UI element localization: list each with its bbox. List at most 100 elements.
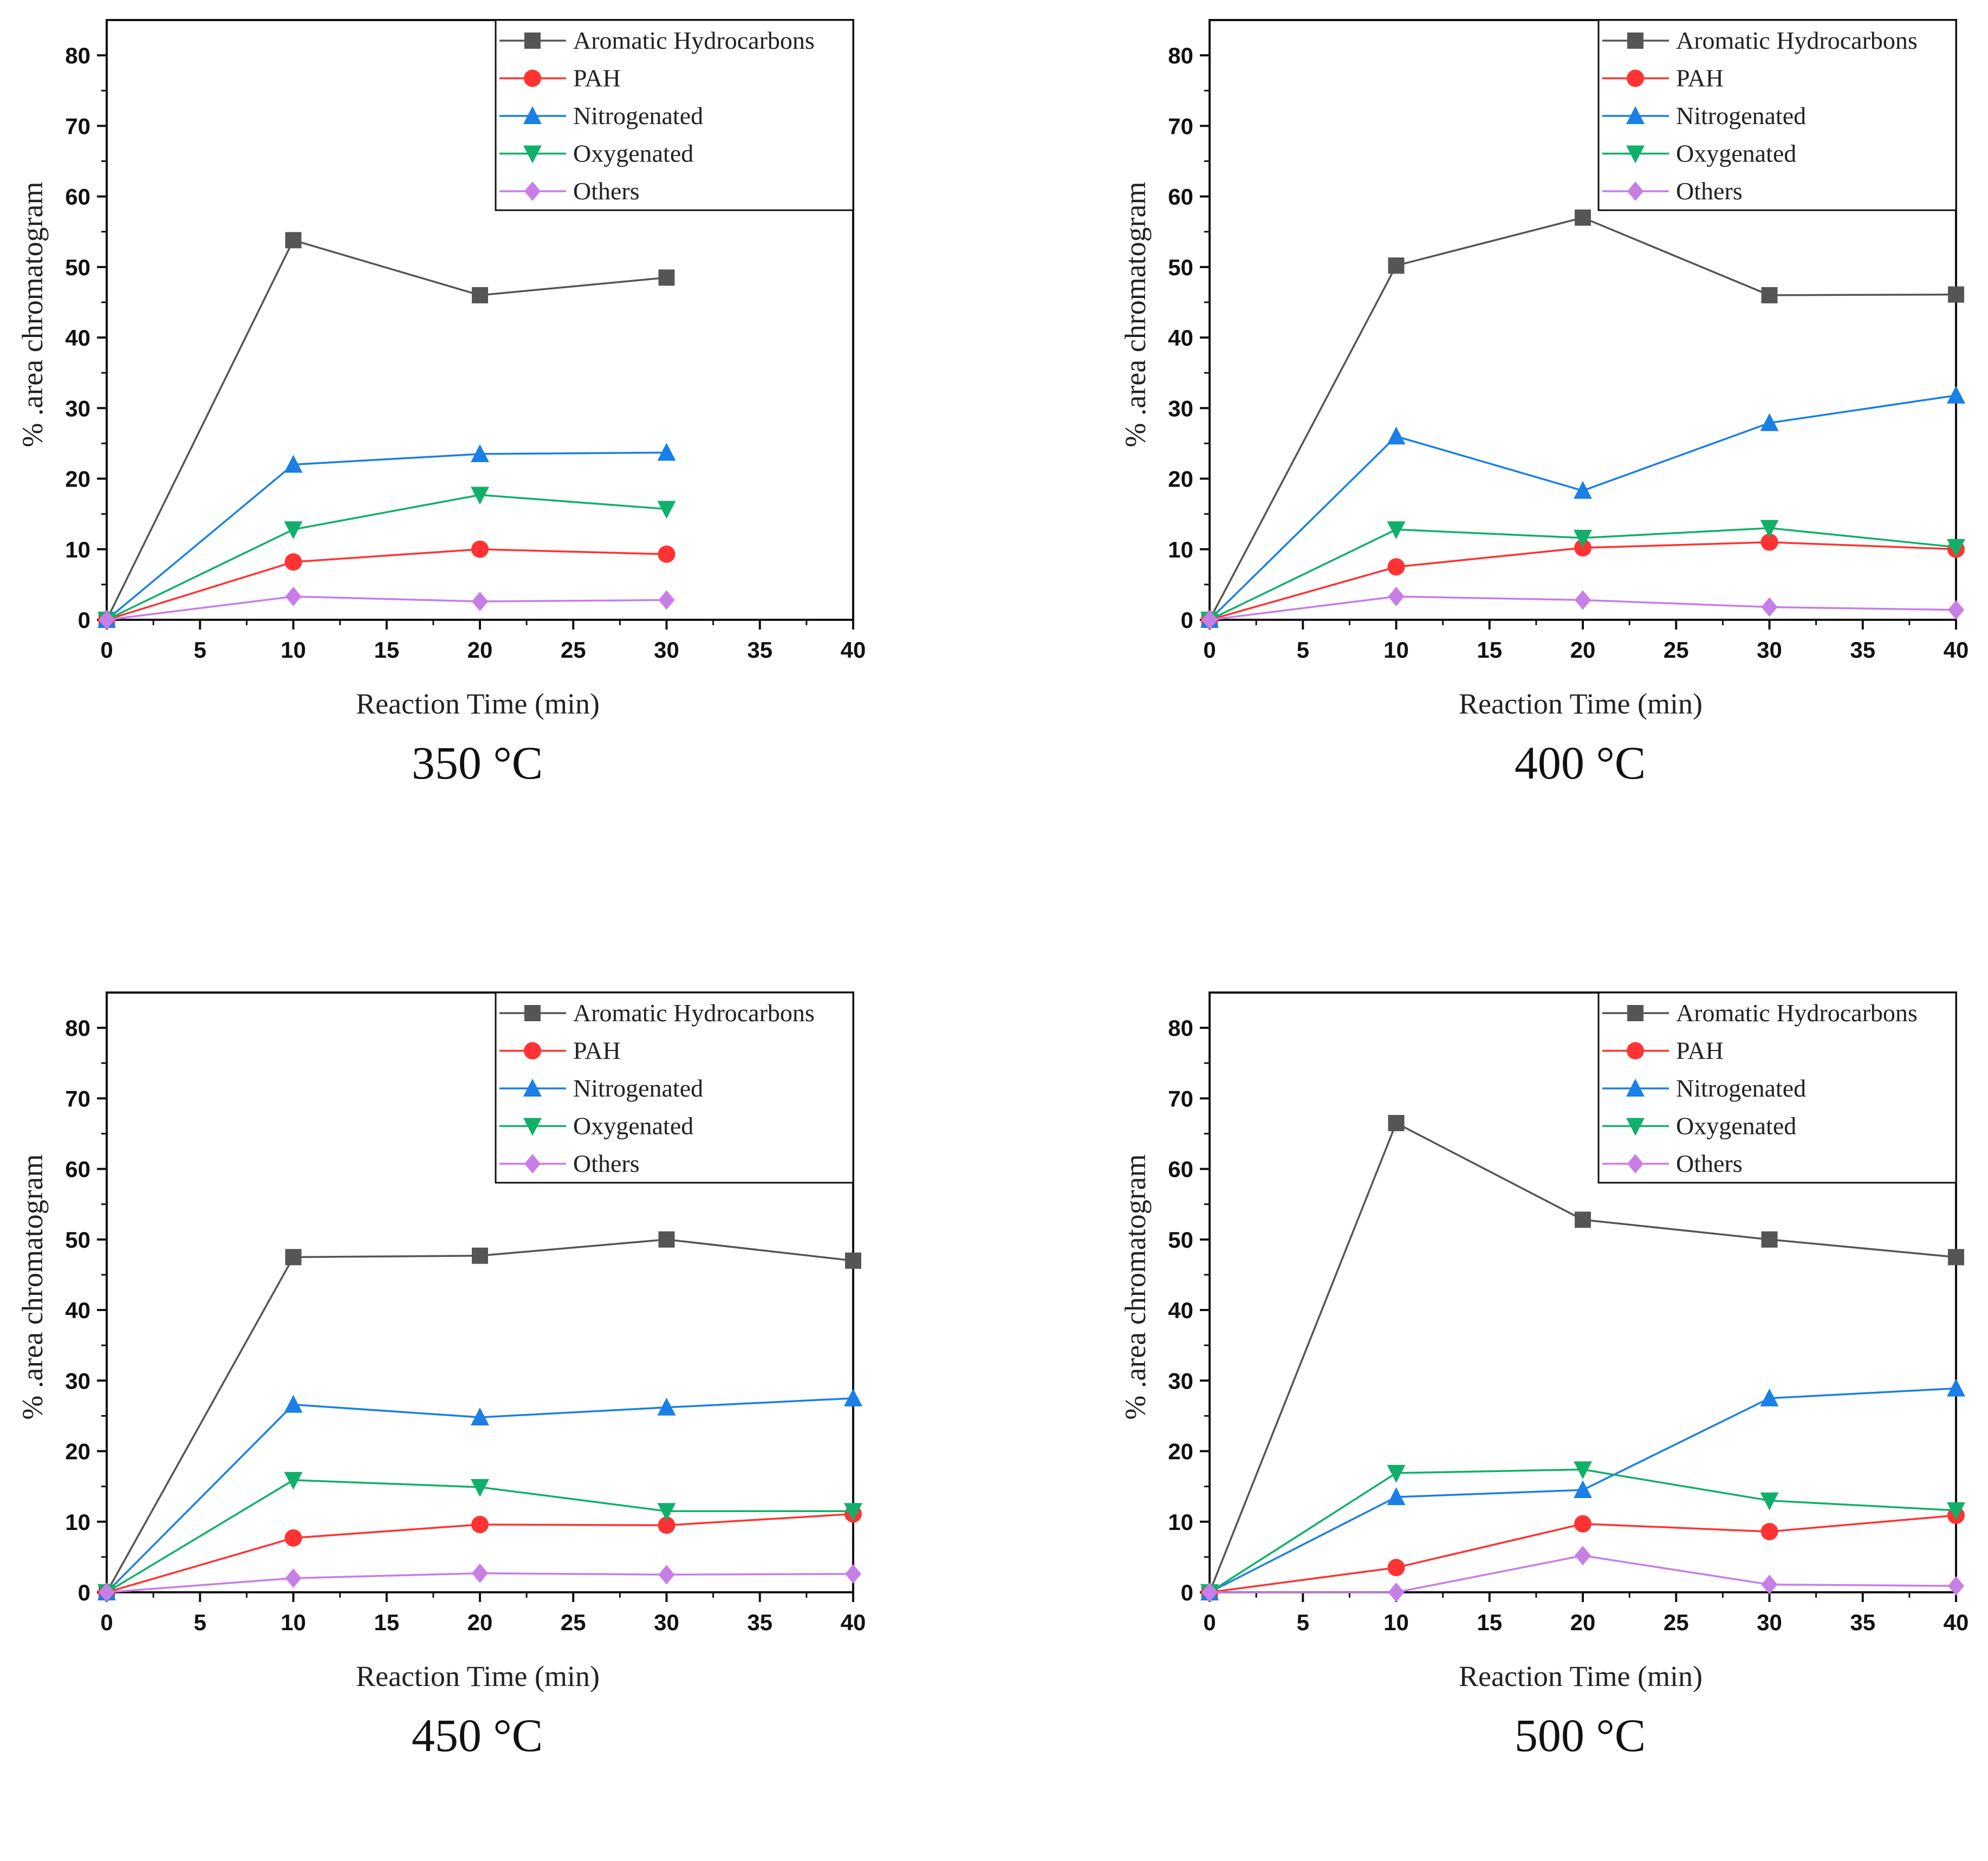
x-tick-label: 10: [281, 637, 306, 663]
x-tick-label: 15: [374, 637, 399, 663]
legend-marker: [524, 33, 541, 49]
legend-item: Nitrogenated: [1602, 1074, 1806, 1102]
series-line: [106, 494, 667, 621]
data-point: [1760, 1522, 1778, 1540]
y-tick-label: 30: [65, 395, 90, 421]
data-point: [1760, 533, 1778, 551]
legend-item: PAH: [499, 1037, 621, 1065]
data-point: [471, 540, 489, 558]
legend-marker: [524, 69, 541, 87]
series-aromatic-hydrocarbons: [99, 232, 675, 628]
legend-marker: [524, 1154, 541, 1173]
x-tick-label: 35: [1850, 637, 1875, 663]
data-point: [285, 1568, 302, 1588]
data-point: [1575, 1546, 1591, 1566]
legend-item: Oxygenated: [499, 1112, 693, 1140]
data-point: [1947, 539, 1965, 557]
legend-marker: [1627, 69, 1644, 87]
x-tick-label: 35: [1850, 1610, 1875, 1635]
x-tick-label: 40: [841, 637, 866, 663]
x-tick-label: 25: [1664, 637, 1689, 663]
y-tick-label: 20: [1168, 1439, 1193, 1464]
x-tick-label: 10: [1383, 637, 1409, 663]
legend-label: Nitrogenated: [573, 102, 703, 129]
legend-label: Aromatic Hydrocarbons: [573, 27, 815, 54]
y-tick-label: 10: [1168, 537, 1193, 562]
y-tick-label: 50: [65, 1227, 90, 1253]
y-tick-label: 10: [65, 1509, 90, 1535]
data-point: [1388, 587, 1405, 607]
y-axis-label: % .area chromatogram: [1119, 181, 1152, 447]
x-axis-label: Reaction Time (min): [1459, 688, 1703, 720]
data-point: [845, 1564, 861, 1584]
data-point: [1948, 1249, 1964, 1266]
y-tick-label: 30: [1168, 1368, 1193, 1393]
chart-panel-400: 0 10 20 30 40 50 60 70 80 0 5 10 15 20 25 30 35 40 Reactio…: [1119, 19, 1969, 789]
legend-item: Aromatic Hydrocarbons: [499, 27, 815, 54]
y-tick-label: 70: [65, 113, 90, 139]
x-tick-label: 20: [467, 637, 493, 663]
series-others: [1201, 1546, 1964, 1602]
data-point: [1761, 1231, 1778, 1248]
series-others: [99, 587, 675, 630]
data-point: [1760, 1492, 1779, 1510]
legend-marker: [1626, 106, 1645, 124]
y-tick-label: 20: [1168, 466, 1193, 492]
data-point: [1948, 286, 1964, 303]
x-axis-label: Reaction Time (min): [1459, 1660, 1703, 1693]
data-point: [471, 444, 489, 462]
data-point: [1575, 1211, 1591, 1228]
panel-title: 350 °C: [412, 737, 543, 789]
x-tick-label: 30: [1757, 1610, 1782, 1635]
y-tick-label: 30: [1168, 395, 1193, 421]
data-point: [471, 1479, 489, 1497]
legend-label: Nitrogenated: [573, 1074, 703, 1102]
legend-item: Nitrogenated: [1602, 102, 1806, 129]
x-tick-label: 25: [561, 1610, 586, 1635]
data-point: [657, 443, 676, 461]
x-tick-label: 15: [1477, 1610, 1502, 1635]
data-point: [844, 1388, 862, 1406]
legend-marker: [1626, 1118, 1645, 1136]
y-tick-label: 40: [1168, 1298, 1193, 1323]
legend-item: Others: [1602, 1150, 1743, 1177]
legend-marker: [1627, 33, 1643, 49]
y-tick-label: 60: [1168, 184, 1193, 210]
legend-item: Aromatic Hydrocarbons: [1602, 27, 1918, 54]
series-oxygenated: [98, 487, 676, 630]
x-tick-label: 10: [1383, 1610, 1409, 1635]
x-tick-label: 35: [747, 1610, 772, 1635]
data-point: [1574, 1480, 1592, 1499]
legend-label: Nitrogenated: [1676, 102, 1806, 129]
x-tick-label: 15: [374, 1610, 399, 1635]
data-point: [284, 1471, 303, 1490]
x-tick-label: 30: [1757, 637, 1782, 663]
data-point: [1387, 521, 1406, 540]
data-point: [1387, 1487, 1406, 1506]
y-tick-label: 40: [65, 1298, 90, 1323]
x-tick-label: 5: [1297, 1610, 1309, 1635]
legend-marker: [524, 181, 541, 201]
legend-item: PAH: [1602, 64, 1724, 92]
data-point: [1575, 590, 1591, 610]
y-tick-label: 50: [65, 255, 90, 280]
legend-label: Others: [573, 1150, 640, 1177]
legend-label: Oxygenated: [573, 140, 693, 167]
x-axis-label: Reaction Time (min): [356, 688, 600, 720]
x-tick-label: 40: [1944, 637, 1969, 663]
y-tick-label: 0: [1181, 1580, 1193, 1605]
y-tick-label: 70: [1168, 113, 1193, 139]
legend: Aromatic Hydrocarbons PAH Nitrogenated Oxyg…: [495, 19, 854, 211]
data-point: [1574, 1515, 1591, 1533]
legend-label: Others: [1676, 1150, 1743, 1177]
x-tick-label: 0: [1203, 637, 1216, 663]
data-point: [472, 1563, 488, 1583]
series-others: [99, 1563, 861, 1602]
legend-item: Oxygenated: [1602, 1112, 1796, 1140]
legend-label: Others: [573, 177, 640, 205]
legend-label: Nitrogenated: [1676, 1074, 1806, 1102]
legend-item: Others: [499, 177, 640, 205]
data-point: [658, 269, 675, 286]
data-point: [1760, 1388, 1779, 1406]
legend-marker: [523, 106, 542, 124]
